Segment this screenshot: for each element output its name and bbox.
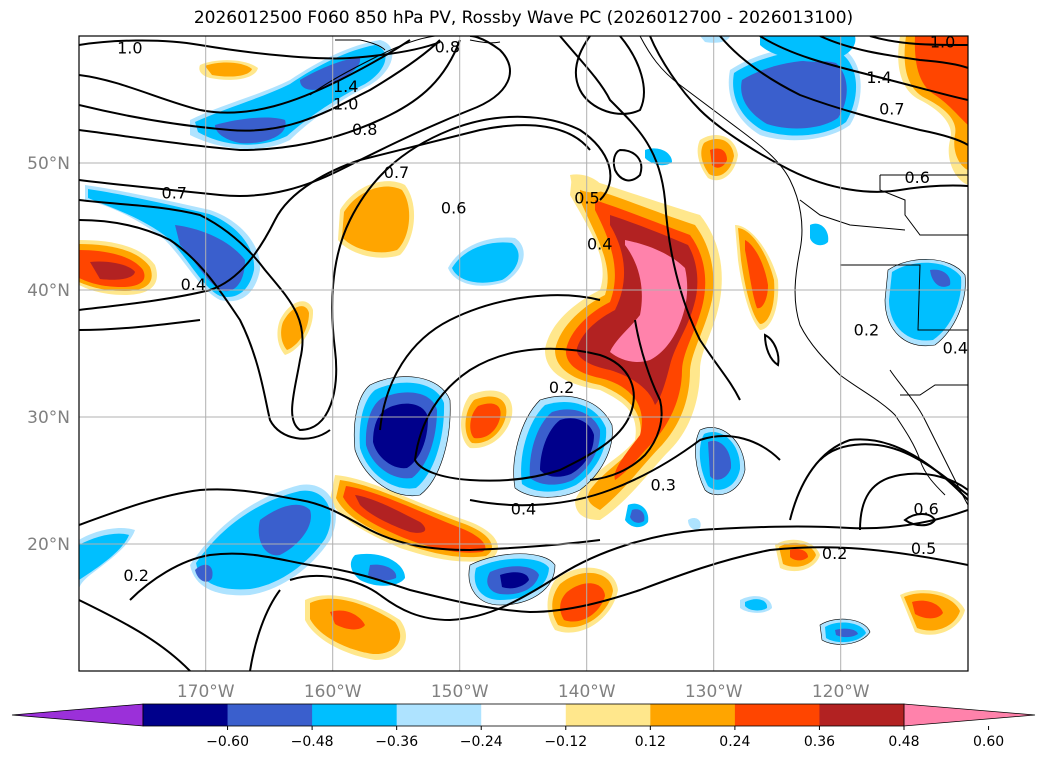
contour-label: 0.7 [879, 100, 904, 119]
coastlines [309, 36, 968, 506]
colorbar-segment [565, 704, 651, 726]
contour-label: 0.4 [587, 234, 612, 253]
contour-label: 1.4 [866, 68, 891, 87]
contour-label: 0.8 [435, 37, 460, 56]
contour-label: 1.0 [333, 95, 358, 114]
contour-label: 0.5 [911, 539, 936, 558]
colorbar-segment [396, 704, 482, 726]
contour-label: 0.6 [913, 500, 938, 519]
lat-label-50: 50°N [27, 154, 70, 174]
colorbar-segment [227, 704, 313, 726]
contour-label: 0.5 [574, 189, 599, 208]
lat-label-40: 40°N [27, 281, 70, 301]
contour-label: 0.7 [384, 163, 409, 182]
map-frame [78, 35, 969, 672]
contour-label: 0.6 [904, 168, 929, 187]
contour-label: 0.7 [162, 183, 187, 202]
colorbar-tick-label: −0.24 [460, 734, 503, 750]
latitude-labels: 20°N 30°N 40°N 50°N [27, 154, 70, 555]
graticule [79, 36, 968, 671]
contour-labels: 1.01.41.00.80.80.70.70.60.40.50.40.20.40… [117, 32, 968, 585]
contour-label: 0.6 [441, 199, 466, 218]
contour-label: 0.4 [511, 500, 536, 519]
colorbar-extend-low [11, 703, 144, 727]
lon-label-130w: 130°W [685, 682, 743, 702]
contour-label: 1.0 [117, 39, 142, 58]
colorbar-segment [650, 704, 736, 726]
contour-label: 0.2 [854, 321, 879, 340]
pv-contours [79, 36, 968, 671]
lon-label-150w: 150°W [431, 682, 489, 702]
colorbar-segment [143, 704, 229, 726]
colorbar-segment [734, 704, 820, 726]
contour-label: 0.4 [181, 275, 206, 294]
lat-label-20: 20°N [27, 535, 70, 555]
pv-shading [79, 36, 968, 660]
colorbar-tick-label: −0.36 [375, 734, 418, 750]
colorbar-tick-label: 0.48 [888, 734, 919, 750]
colorbar-segment [819, 704, 905, 726]
colorbar-tick-label: 0.60 [973, 734, 1004, 750]
lat-label-30: 30°N [27, 408, 70, 428]
colorbar-tick-label: −0.60 [206, 734, 249, 750]
contour-label: 0.4 [943, 338, 968, 357]
contour-label: 1.0 [930, 32, 955, 51]
shading-outlines [354, 259, 966, 645]
colorbar-tick-label: −0.48 [291, 734, 334, 750]
colorbar: −0.60 −0.48 −0.36 −0.24 −0.12 0.12 0.24 0.36 0.4… [11, 703, 1036, 750]
colorbar-tick-label: −0.12 [544, 734, 587, 750]
colorbar-tick-label: 0.12 [635, 734, 666, 750]
colorbar-tick-label: 0.36 [804, 734, 835, 750]
contour-label: 0.2 [822, 544, 847, 563]
contour-label: 0.2 [123, 566, 148, 585]
contour-label: 0.2 [549, 378, 574, 397]
contour-label: 1.4 [333, 77, 358, 96]
colorbar-segment [312, 704, 398, 726]
contour-label: 0.3 [650, 476, 675, 495]
lon-label-170w: 170°W [177, 682, 235, 702]
colorbar-tick-label: 0.24 [719, 734, 750, 750]
colorbar-extend-high [903, 703, 1036, 727]
map-title: 2026012500 F060 850 hPa PV, Rossby Wave … [193, 8, 854, 28]
map-area [79, 36, 968, 671]
lon-label-160w: 160°W [304, 682, 362, 702]
lon-label-140w: 140°W [558, 682, 616, 702]
contour-label: 0.8 [352, 120, 377, 139]
colorbar-frame [142, 703, 905, 727]
lon-label-120w: 120°W [812, 682, 870, 702]
longitude-labels: 170°W 160°W 150°W 140°W 130°W 120°W [177, 682, 870, 702]
colorbar-segment [481, 704, 567, 726]
